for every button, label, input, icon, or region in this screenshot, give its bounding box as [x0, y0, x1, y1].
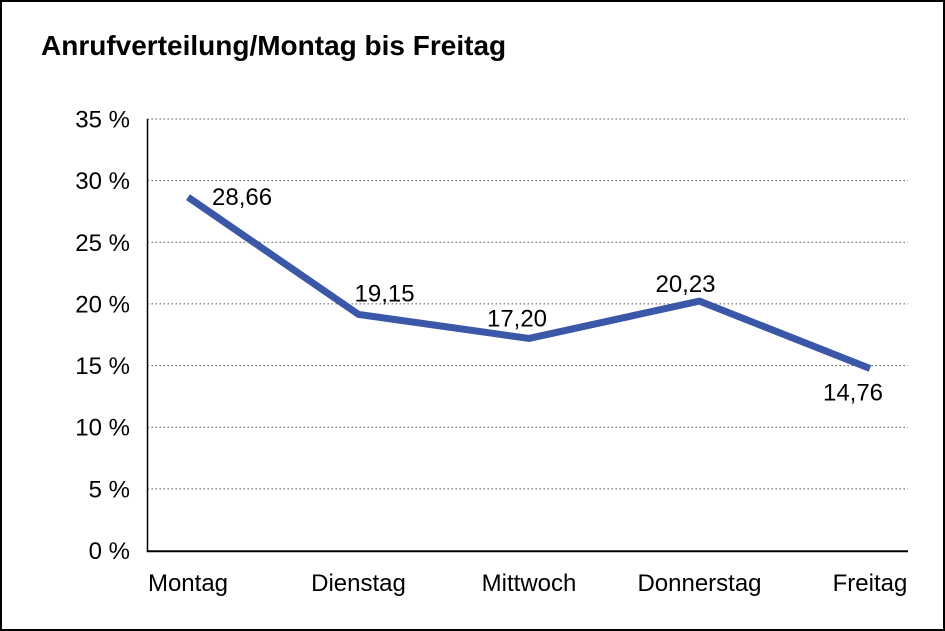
- data-point-label: 19,15: [355, 280, 415, 307]
- x-axis-category-label: Dienstag: [311, 570, 406, 597]
- y-axis-tick-label: 20 %: [75, 291, 130, 318]
- x-axis-category-label: Montag: [148, 570, 228, 597]
- data-point-label: 17,20: [487, 305, 547, 332]
- chart-title: Anrufverteilung/Montag bis Freitag: [41, 30, 507, 61]
- x-axis-category-label: Freitag: [833, 570, 908, 597]
- y-axis-tick-label: 10 %: [75, 415, 130, 442]
- data-point-label: 14,76: [823, 380, 883, 407]
- y-axis-tick-label: 15 %: [75, 353, 130, 380]
- data-point-label: 28,66: [212, 184, 272, 211]
- x-axis-category-label: Mittwoch: [482, 570, 577, 597]
- y-axis-tick-label: 5 %: [89, 476, 130, 503]
- x-axis-category-label: Donnerstag: [637, 570, 761, 597]
- y-axis-tick-label: 35 %: [75, 107, 130, 134]
- y-axis-tick-label: 25 %: [75, 230, 130, 257]
- y-axis-tick-label: 30 %: [75, 168, 130, 195]
- data-point-label: 20,23: [655, 271, 715, 298]
- y-axis-tick-label: 0 %: [89, 538, 130, 565]
- series-line: [186, 194, 872, 372]
